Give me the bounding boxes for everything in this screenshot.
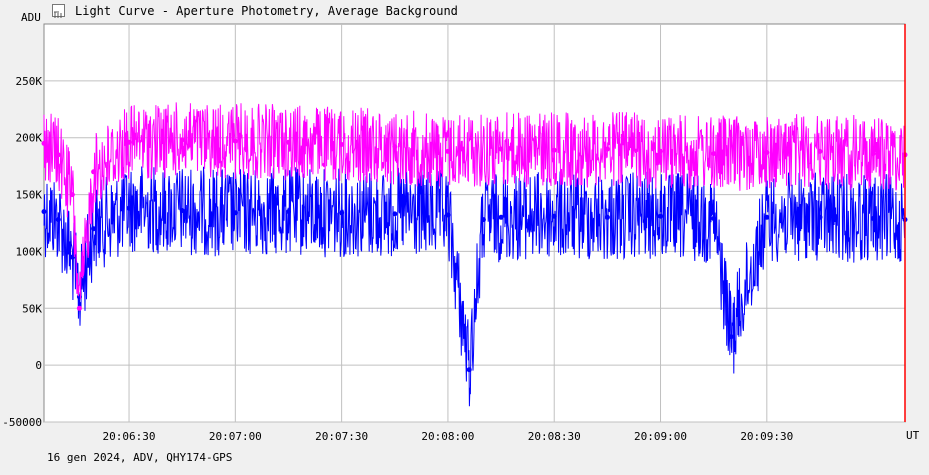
series-1-point <box>91 169 97 175</box>
series-0-point <box>76 294 82 300</box>
series-1-point <box>41 140 47 146</box>
series-0-point <box>286 209 291 215</box>
chart-icon[interactable] <box>52 4 65 18</box>
series-1-point <box>711 151 717 157</box>
series-1-point <box>179 137 185 143</box>
series-1-point <box>126 139 132 145</box>
series-0-point <box>232 210 238 216</box>
series-1-line <box>43 102 906 300</box>
series-1-point <box>232 138 238 144</box>
series-0-point <box>41 209 47 215</box>
series-0-point <box>480 217 486 223</box>
series-1-point <box>286 139 291 145</box>
series-0-point <box>658 213 663 219</box>
series-1-point <box>339 142 345 147</box>
series-0-point <box>870 216 876 221</box>
series-0-point <box>604 214 610 220</box>
x-tick-label: 20:07:00 <box>209 430 262 443</box>
series-0-point <box>498 214 504 220</box>
series-1-point <box>392 144 398 150</box>
series-0-point <box>91 226 97 232</box>
series-0-point <box>551 213 557 219</box>
series-1-point <box>604 146 610 152</box>
x-axis-label: UT <box>906 429 920 442</box>
series-1-point <box>870 151 876 157</box>
series-0-point <box>179 208 185 213</box>
y-tick-label: 100K <box>16 245 43 258</box>
x-tick-label: 20:09:00 <box>634 430 687 443</box>
series-0-point <box>466 367 472 373</box>
series-layer <box>41 102 908 407</box>
y-tick-label: 50K <box>22 302 42 315</box>
x-tick-label: 20:09:30 <box>740 430 793 443</box>
series-0-point <box>55 217 61 223</box>
y-tick-label: 250K <box>16 75 43 88</box>
series-0-point <box>339 210 345 216</box>
series-0-point <box>728 334 734 340</box>
series-0-point <box>445 212 451 218</box>
series-1 <box>41 102 908 311</box>
series-1-point <box>551 147 557 153</box>
y-tick-label: 0 <box>35 359 42 372</box>
x-tick-label: 20:08:00 <box>421 430 474 443</box>
series-1-point <box>658 148 663 154</box>
series-0-point <box>392 211 398 217</box>
series-0-point <box>69 254 75 260</box>
title-bar: Light Curve - Aperture Photometry, Avera… <box>0 0 929 24</box>
series-1-point <box>764 150 770 155</box>
series-0 <box>41 166 908 407</box>
series-0-point <box>817 214 823 220</box>
series-1-point <box>498 146 504 152</box>
series-0-point <box>126 205 132 211</box>
chart-title: Light Curve - Aperture Photometry, Avera… <box>75 4 458 18</box>
plot-area <box>43 23 906 423</box>
series-1-point <box>55 152 61 158</box>
series-1-point <box>817 148 823 154</box>
x-tick-label: 20:08:30 <box>528 430 581 443</box>
x-tick-label: 20:07:30 <box>315 430 368 443</box>
y-tick-label: -50000 <box>2 416 42 429</box>
y-tick-layer: 250K 200K 150K 100K 50K 0 -50000 <box>2 75 42 429</box>
series-1-point <box>76 305 82 311</box>
series-0-point <box>764 214 770 220</box>
y-tick-label: 200K <box>16 132 43 145</box>
series-0-point <box>711 216 717 221</box>
x-tick-layer: 20:06:30 20:07:00 20:07:30 20:08:00 20:08:30… <box>103 430 794 443</box>
series-1-point <box>445 148 451 154</box>
series-1-point <box>69 192 75 198</box>
footer-info: 16 gen 2024, ADV, QHY174-GPS <box>47 451 233 464</box>
y-tick-label: 150K <box>16 189 43 202</box>
x-tick-label: 20:06:30 <box>103 430 156 443</box>
y-axis-label: ADU <box>21 11 41 24</box>
series-0-line <box>43 166 906 407</box>
